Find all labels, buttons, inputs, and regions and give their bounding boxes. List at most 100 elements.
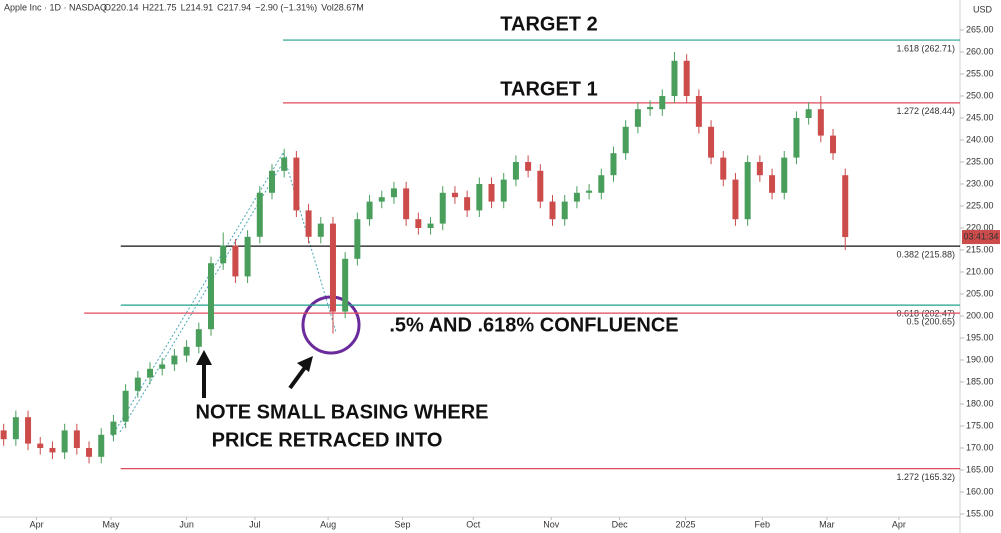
candle-body — [220, 245, 227, 264]
x-tick-label: May — [102, 519, 120, 529]
candle-body — [366, 201, 373, 220]
x-tick-label: Jun — [179, 519, 194, 529]
x-tick-label: 2025 — [675, 519, 695, 529]
y-tick-label: 195.00 — [966, 332, 994, 342]
candle-body — [769, 175, 776, 193]
candle-body — [415, 219, 422, 228]
candle-body — [317, 223, 324, 237]
candle-body — [659, 96, 666, 110]
annotation: PRICE RETRACED INTO — [212, 429, 443, 451]
candle-body — [842, 175, 849, 238]
candle-body — [512, 162, 519, 180]
candle-body — [195, 329, 202, 347]
candle-body — [354, 219, 361, 259]
candle-body — [708, 126, 715, 158]
candle-body — [647, 107, 654, 110]
candle-body — [427, 223, 434, 228]
candle-body — [12, 417, 19, 440]
candle-body — [805, 109, 812, 118]
candle-body — [110, 421, 117, 435]
y-tick-label: 180.00 — [966, 398, 994, 408]
candle-body — [732, 179, 739, 220]
guide — [282, 152, 337, 333]
x-tick-label: Apr — [892, 519, 906, 529]
ohlc-value: −2.90 (−1.31%) — [255, 2, 317, 12]
candle-body — [781, 157, 788, 193]
y-tick-label: 265.00 — [966, 24, 994, 34]
candle-body — [86, 448, 93, 457]
y-tick-label: 250.00 — [966, 90, 994, 100]
candle-body — [683, 60, 690, 96]
candle-body — [464, 197, 471, 211]
candle-body — [561, 201, 568, 220]
candle-body — [305, 210, 312, 237]
arrow-head — [297, 356, 313, 372]
y-tick-label: 210.00 — [966, 266, 994, 276]
candle-body — [183, 346, 190, 356]
candle-body — [439, 192, 446, 224]
annotation: NOTE SMALL BASING WHERE — [196, 401, 489, 423]
candle-body — [256, 192, 263, 237]
candle-body — [756, 162, 763, 176]
ohlc-value: Vol28.67M — [321, 2, 364, 12]
x-tick-label: Sep — [394, 519, 410, 529]
fib-label: 1.272 (248.44) — [896, 106, 955, 116]
x-tick-label: Apr — [30, 519, 44, 529]
y-tick-label: 240.00 — [966, 134, 994, 144]
x-tick-label: Mar — [819, 519, 835, 529]
candle-body — [134, 377, 141, 391]
candle-body — [586, 190, 593, 193]
arrows — [196, 350, 313, 398]
candle-body — [573, 192, 580, 202]
countdown-box — [962, 230, 1000, 245]
candle-body — [268, 170, 275, 193]
candle-body — [329, 223, 336, 312]
annotation: TARGET 1 — [500, 78, 597, 100]
y-tick-label: 260.00 — [966, 46, 994, 56]
candle-body — [793, 118, 800, 158]
y-tick-label: 155.00 — [966, 508, 994, 518]
ohlc-value: H221.75 — [143, 2, 177, 12]
arrow-shaft — [288, 364, 308, 390]
candle-body — [37, 443, 44, 448]
countdown: 03:41:34 — [963, 231, 998, 241]
candle-body — [500, 179, 507, 202]
y-tick-label: 245.00 — [966, 112, 994, 122]
x-tick-label: Nov — [543, 519, 560, 529]
symbol: Apple Inc · 1D · NASDAQ — [4, 2, 107, 12]
y-tick-label: 255.00 — [966, 68, 994, 78]
candle-body — [49, 448, 56, 453]
y-tick-label: 160.00 — [966, 486, 994, 496]
candle-body — [232, 245, 239, 277]
y-tick-label: 200.00 — [966, 310, 994, 320]
candle-body — [598, 175, 605, 193]
x-tick-label: Aug — [320, 519, 336, 529]
candle-body — [293, 157, 300, 211]
y-tick-label: 235.00 — [966, 156, 994, 166]
candle-body — [244, 236, 251, 277]
candle-body — [720, 157, 727, 180]
guide — [111, 152, 284, 437]
y-tick-label: 230.00 — [966, 178, 994, 188]
candle-body — [817, 109, 824, 136]
candle-body — [610, 153, 617, 176]
y-tick-label: 225.00 — [966, 200, 994, 210]
annotation: .5% AND .618% CONFLUENCE — [389, 314, 678, 336]
candle-body — [830, 135, 837, 154]
candle-body — [208, 263, 215, 330]
candle-body — [171, 355, 178, 365]
candle-body — [0, 430, 7, 440]
candle-body — [671, 60, 678, 96]
ohlc-value: C217.94 — [217, 2, 251, 12]
candle-body — [98, 434, 105, 457]
x-tick-label: Feb — [755, 519, 771, 529]
y-tick-label: 175.00 — [966, 420, 994, 430]
fib-label: 0.5 (200.65) — [906, 317, 955, 327]
fib-label: 1.618 (262.71) — [896, 43, 955, 53]
candle-body — [122, 390, 129, 422]
candle-body — [634, 109, 641, 127]
candle-body — [61, 430, 68, 453]
x-tick-label: Dec — [612, 519, 629, 529]
